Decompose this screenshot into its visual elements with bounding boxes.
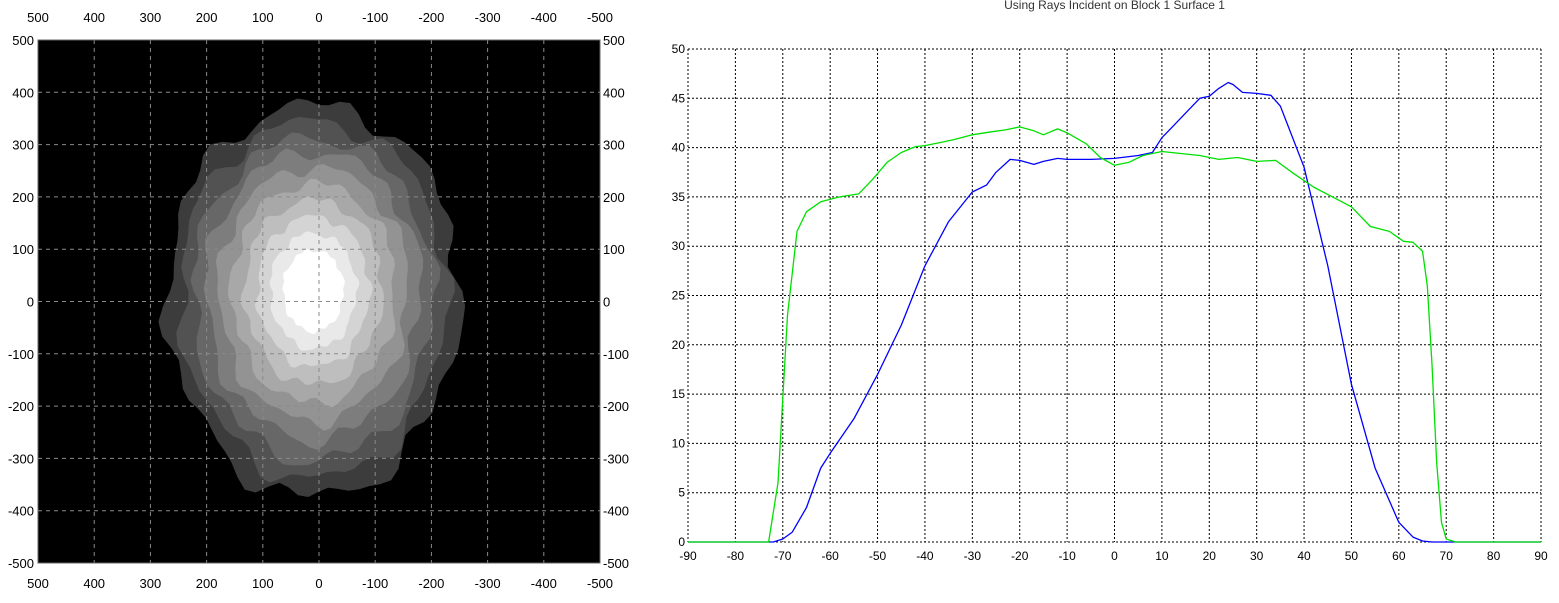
y-tick-label: 0 (678, 535, 685, 549)
y-tick-label-right: 0 (603, 295, 610, 310)
profile-line-chart-panel: Using Rays Incident on Block 1 Surface 1… (660, 0, 1559, 598)
y-tick-label: 20 (672, 338, 686, 352)
beam-profile-panel: 500 400 300 200 100 0 -100 -200 -300 -400 -500 500 4… (0, 0, 640, 598)
series-line-1 (688, 81, 1541, 543)
y-tick-label-right: 500 (603, 33, 625, 48)
y-tick-label-left: 300 (12, 138, 34, 153)
x-tick-label: -20 (1011, 549, 1029, 563)
y-tick-label-right: -200 (603, 399, 629, 414)
x-tick-label-bottom: -500 (587, 576, 613, 591)
y-tick-label: 40 (672, 141, 686, 155)
x-tick-label: -90 (679, 549, 697, 563)
heatmap-frame (37, 39, 601, 564)
y-tick-label: 15 (672, 387, 686, 401)
y-tick-label-right: -300 (603, 451, 629, 466)
y-tick-label-right: 400 (603, 85, 625, 100)
x-tick-label-bottom: -100 (362, 576, 388, 591)
x-tick-label: 20 (1203, 549, 1217, 563)
y-tick-label-right: -500 (603, 556, 629, 571)
y-tick-label-right: 200 (603, 190, 625, 205)
x-tick-label: -30 (964, 549, 982, 563)
x-tick-label: 0 (1111, 549, 1118, 563)
y-tick-label: 30 (672, 239, 686, 253)
profile-line-chart: Using Rays Incident on Block 1 Surface 1… (672, 0, 1548, 563)
x-tick-label: 60 (1392, 549, 1406, 563)
x-tick-label: -10 (1058, 549, 1076, 563)
x-tick-label-top: -200 (418, 10, 444, 25)
x-tick-label-bottom: 300 (140, 576, 162, 591)
y-tick-label-left: 400 (12, 85, 34, 100)
x-tick-label-top: 200 (196, 10, 218, 25)
y-tick-label: 45 (672, 91, 686, 105)
y-tick-label-right: -100 (603, 347, 629, 362)
y-tick-label-right: 300 (603, 138, 625, 153)
x-tick-label-top: 0 (315, 10, 322, 25)
beam-profile-heatmap: 500 400 300 200 100 0 -100 -200 -300 -400 -500 500 4… (8, 10, 629, 591)
y-tick-label: 25 (672, 289, 686, 303)
y-tick-label-left: -200 (8, 399, 34, 414)
chart-title: Using Rays Incident on Block 1 Surface 1 (1004, 0, 1225, 12)
x-tick-label-top: 400 (83, 10, 105, 25)
y-tick-label-left: 200 (12, 190, 34, 205)
y-tick-label: 5 (678, 486, 685, 500)
y-tick-label-left: -400 (8, 504, 34, 519)
x-tick-label: 70 (1440, 549, 1454, 563)
x-tick-label: 10 (1155, 549, 1169, 563)
x-tick-label-bottom: -400 (531, 576, 557, 591)
x-tick-label-bottom: 500 (27, 576, 49, 591)
x-tick-label: -70 (774, 549, 792, 563)
y-tick-label: 10 (672, 436, 686, 450)
x-tick-label-top: 100 (252, 10, 274, 25)
x-tick-label-bottom: -300 (475, 576, 501, 591)
x-tick-label-bottom: 100 (252, 576, 274, 591)
series-line-2 (688, 126, 1541, 543)
x-tick-label-top: 500 (27, 10, 49, 25)
x-tick-label-bottom: 200 (196, 576, 218, 591)
x-tick-label-top: -400 (531, 10, 557, 25)
x-tick-label: -60 (821, 549, 839, 563)
y-tick-label: 35 (672, 190, 686, 204)
x-tick-label: -80 (727, 549, 745, 563)
x-tick-label-top: 300 (140, 10, 162, 25)
x-tick-label-top: -300 (475, 10, 501, 25)
y-tick-label-left: -300 (8, 451, 34, 466)
intensity-level-9 (282, 249, 345, 334)
y-tick-label: 50 (672, 42, 686, 56)
x-tick-label: -40 (916, 549, 934, 563)
y-tick-label-left: 100 (12, 242, 34, 257)
x-tick-label: 50 (1345, 549, 1359, 563)
x-tick-label-bottom: 400 (83, 576, 105, 591)
y-tick-label-left: -500 (8, 556, 34, 571)
x-tick-label: 30 (1250, 549, 1264, 563)
y-tick-label-left: 500 (12, 33, 34, 48)
x-tick-label: 90 (1534, 549, 1548, 563)
x-tick-label-top: -500 (587, 10, 613, 25)
y-tick-label-right: -400 (603, 504, 629, 519)
x-tick-label: 40 (1297, 549, 1311, 563)
x-tick-label-bottom: -200 (418, 576, 444, 591)
y-tick-label-left: 0 (27, 295, 34, 310)
y-tick-label-left: -100 (8, 347, 34, 362)
x-tick-label: -50 (869, 549, 887, 563)
x-tick-label-bottom: 0 (315, 576, 322, 591)
y-tick-label-right: 100 (603, 242, 625, 257)
x-tick-label-top: -100 (362, 10, 388, 25)
x-tick-label: 80 (1487, 549, 1501, 563)
